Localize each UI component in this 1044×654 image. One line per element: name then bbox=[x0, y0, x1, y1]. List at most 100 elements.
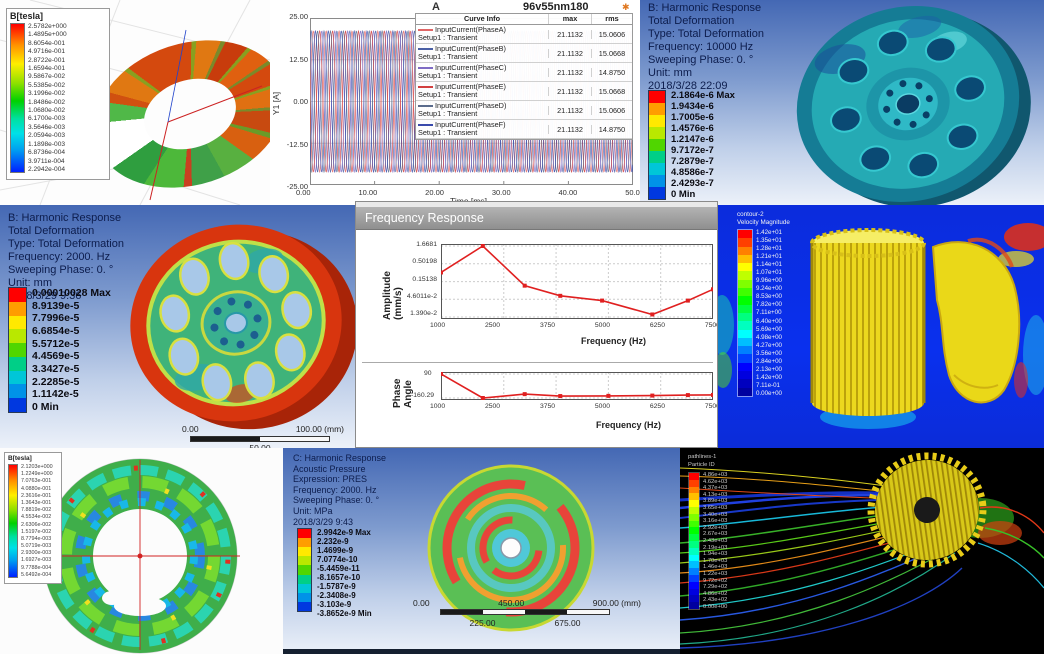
legend-value: 7.2879e-7 bbox=[671, 156, 714, 167]
color-band bbox=[649, 163, 665, 175]
pathlines-legend: pathlines-1 Particle ID 4.86e+03 4.62e+03 4… bbox=[688, 454, 727, 610]
y-tick: 0.00 bbox=[293, 97, 308, 106]
info-line: 2018/3/29 9:43 bbox=[293, 516, 354, 527]
curve-setup: Setup1 : Transient bbox=[418, 128, 478, 137]
color-scale-bar bbox=[737, 229, 753, 397]
color-band bbox=[9, 343, 26, 357]
color-band bbox=[738, 387, 752, 396]
color-band bbox=[9, 301, 26, 316]
phase-x-ticks: 1000 2500 3750 5000 6250 7500 bbox=[430, 403, 717, 410]
color-band bbox=[738, 238, 752, 247]
legend-value: 4.5534e-002 bbox=[21, 514, 52, 521]
info-line: Type: Total Deformation bbox=[8, 238, 124, 250]
divider bbox=[362, 362, 713, 363]
legend-value: 0 Min bbox=[32, 400, 59, 413]
panel-maxwell-rotor: B[tesla] 2.1203e+000 1.2249e+000 7.0763e-0… bbox=[0, 448, 283, 654]
legend-value: 4.13e+03 bbox=[703, 491, 728, 498]
panel-harmonic-10000hz: B: Harmonic Response Total Deformation Typ… bbox=[640, 0, 1044, 205]
phase-chart bbox=[441, 372, 713, 400]
info-line: Expression: PRES bbox=[293, 474, 368, 485]
x-tick-labels: 0.00 10.00 20.00 30.00 40.00 50.00 bbox=[296, 188, 640, 197]
color-band bbox=[689, 534, 699, 541]
color-band bbox=[298, 529, 311, 539]
y-tick: -12.50 bbox=[286, 139, 308, 149]
legend-value: 1.94e+03 bbox=[703, 551, 728, 558]
x-tick: 5000 bbox=[594, 403, 611, 410]
phase-x-axis-title: Frequency (Hz) bbox=[596, 420, 662, 430]
ruler-450: 450.00 bbox=[498, 598, 525, 608]
analysis-info: B: Harmonic Response Total Deformation Typ… bbox=[648, 2, 764, 93]
color-band bbox=[689, 486, 699, 494]
legend-value: 1.70e+03 bbox=[703, 557, 728, 564]
legend-title-line: Velocity Magnitude bbox=[737, 218, 790, 226]
legend-value: 5.6492e-004 bbox=[21, 571, 52, 578]
legend-value: 2.6306e-002 bbox=[21, 521, 52, 528]
panel-cfd-velocity: contour-2 Velocity Magnitude 1.42e+01 1.35… bbox=[718, 205, 1044, 448]
legend-value: 6.1700e-003 bbox=[28, 115, 66, 123]
info-line: Unit: MPa bbox=[293, 505, 333, 516]
color-band bbox=[9, 288, 26, 302]
analysis-info: C: Harmonic Response Acoustic Pressure Exp… bbox=[293, 453, 386, 527]
color-band bbox=[649, 151, 665, 163]
curve-legend-table: Curve Info max rms InputCurrent(PhaseA) S… bbox=[415, 13, 633, 140]
legend-value: 1.1142e-5 bbox=[32, 388, 79, 401]
panel-current-plot: A 96v55nm180 ✱ Y1 [A] 25.00 12.50 0.00 -12.… bbox=[270, 0, 640, 205]
window-title: Frequency Response bbox=[365, 211, 484, 225]
legend-values: 2.9942e-9 Max 2.232e-9 1.4699e-9 7.0774e-10… bbox=[317, 528, 372, 618]
legend-value: 1.46e+03 bbox=[703, 564, 728, 571]
legend-value: 7.8819e-002 bbox=[21, 507, 52, 514]
color-band bbox=[298, 601, 311, 611]
legend-values: 2.1203e+000 1.2249e+000 7.0763e-001 4.0880e… bbox=[21, 464, 53, 578]
panel-acoustic-pressure: C: Harmonic Response Acoustic Pressure Exp… bbox=[283, 448, 680, 654]
legend-value: 1.4895e+000 bbox=[28, 31, 67, 39]
y-tick: 0.15138 bbox=[412, 275, 437, 283]
scale-bar bbox=[190, 436, 330, 442]
legend-values: 2.5782e+000 1.4895e+000 8.6054e-001 4.9716e… bbox=[28, 23, 67, 173]
phase-tick-min: -160.29 bbox=[411, 392, 435, 399]
legend-table-row: InputCurrent(PhaseC) Setup1 : Transient 2… bbox=[416, 63, 632, 82]
header-max: max bbox=[548, 14, 591, 24]
deformation-legend: 2.1864e-6 Max 1.9434e-6 1.7005e-6 1.4576e-6… bbox=[648, 90, 735, 200]
color-band bbox=[298, 583, 311, 593]
panel-maxwell-stator: B[tesla] 2.5782e+000 1.4895e+000 8.6054e-0… bbox=[0, 0, 270, 205]
legend-value: 4.9716e-001 bbox=[28, 48, 66, 56]
legend-value: 2.19e+03 bbox=[703, 544, 728, 551]
info-line: Unit: mm bbox=[648, 67, 692, 79]
color-band bbox=[298, 547, 311, 557]
legend-value: 2.9300e-003 bbox=[21, 550, 52, 557]
color-band bbox=[689, 500, 699, 507]
curve-color-sample bbox=[418, 48, 433, 51]
info-line: Unit: mm bbox=[8, 277, 52, 289]
legend-value: 5.0719e-003 bbox=[21, 543, 52, 550]
velocity-legend: contour-2 Velocity Magnitude 1.42e+01 1.35… bbox=[737, 211, 790, 397]
x-tick: 3750 bbox=[539, 322, 556, 329]
x-tick: 6250 bbox=[649, 322, 665, 329]
color-scale-bar bbox=[10, 23, 25, 173]
color-scale-bar bbox=[688, 472, 700, 610]
x-tick: 7500 bbox=[704, 403, 717, 410]
window-title-bar[interactable]: Frequency Response bbox=[356, 207, 717, 230]
legend-value: 4.62e+03 bbox=[703, 478, 728, 485]
legend-value: 1.5197e-002 bbox=[21, 528, 52, 535]
y-axis-title: Y1 [A] bbox=[271, 91, 281, 115]
legend-value: 1.4699e-9 bbox=[317, 546, 354, 555]
legend-value: 2.2942e-004 bbox=[28, 165, 66, 173]
scale-mid: 50.00 bbox=[249, 443, 271, 448]
legend-value: -3.8652e-9 Min bbox=[317, 609, 372, 618]
legend-value: 2.1864e-6 Max bbox=[671, 90, 735, 101]
legend-value: 6.8736e-004 bbox=[28, 149, 66, 157]
plot-title: A bbox=[432, 1, 440, 13]
legend-value: 2.3616e-001 bbox=[21, 492, 52, 499]
curve-name: InputCurrent(PhaseF) bbox=[435, 120, 506, 129]
color-band bbox=[298, 565, 311, 575]
info-line: Sweeping Phase: 0. ° bbox=[648, 54, 754, 66]
color-band bbox=[738, 279, 752, 289]
scale-labels: 0.00 100.00 (mm) bbox=[182, 424, 344, 434]
x-tick: 20.00 bbox=[425, 188, 444, 197]
amplitude-x-axis-title: Frequency (Hz) bbox=[581, 336, 647, 346]
legend-value: 1.42e+01 bbox=[756, 229, 782, 236]
legend-value: 9.5867e-002 bbox=[28, 73, 66, 81]
legend-value: 1.7005e-6 bbox=[671, 112, 714, 123]
flux-density-legend: B[tesla] 2.1203e+000 1.2249e+000 7.0763e-0… bbox=[4, 452, 62, 584]
header-rms: rms bbox=[591, 14, 632, 24]
